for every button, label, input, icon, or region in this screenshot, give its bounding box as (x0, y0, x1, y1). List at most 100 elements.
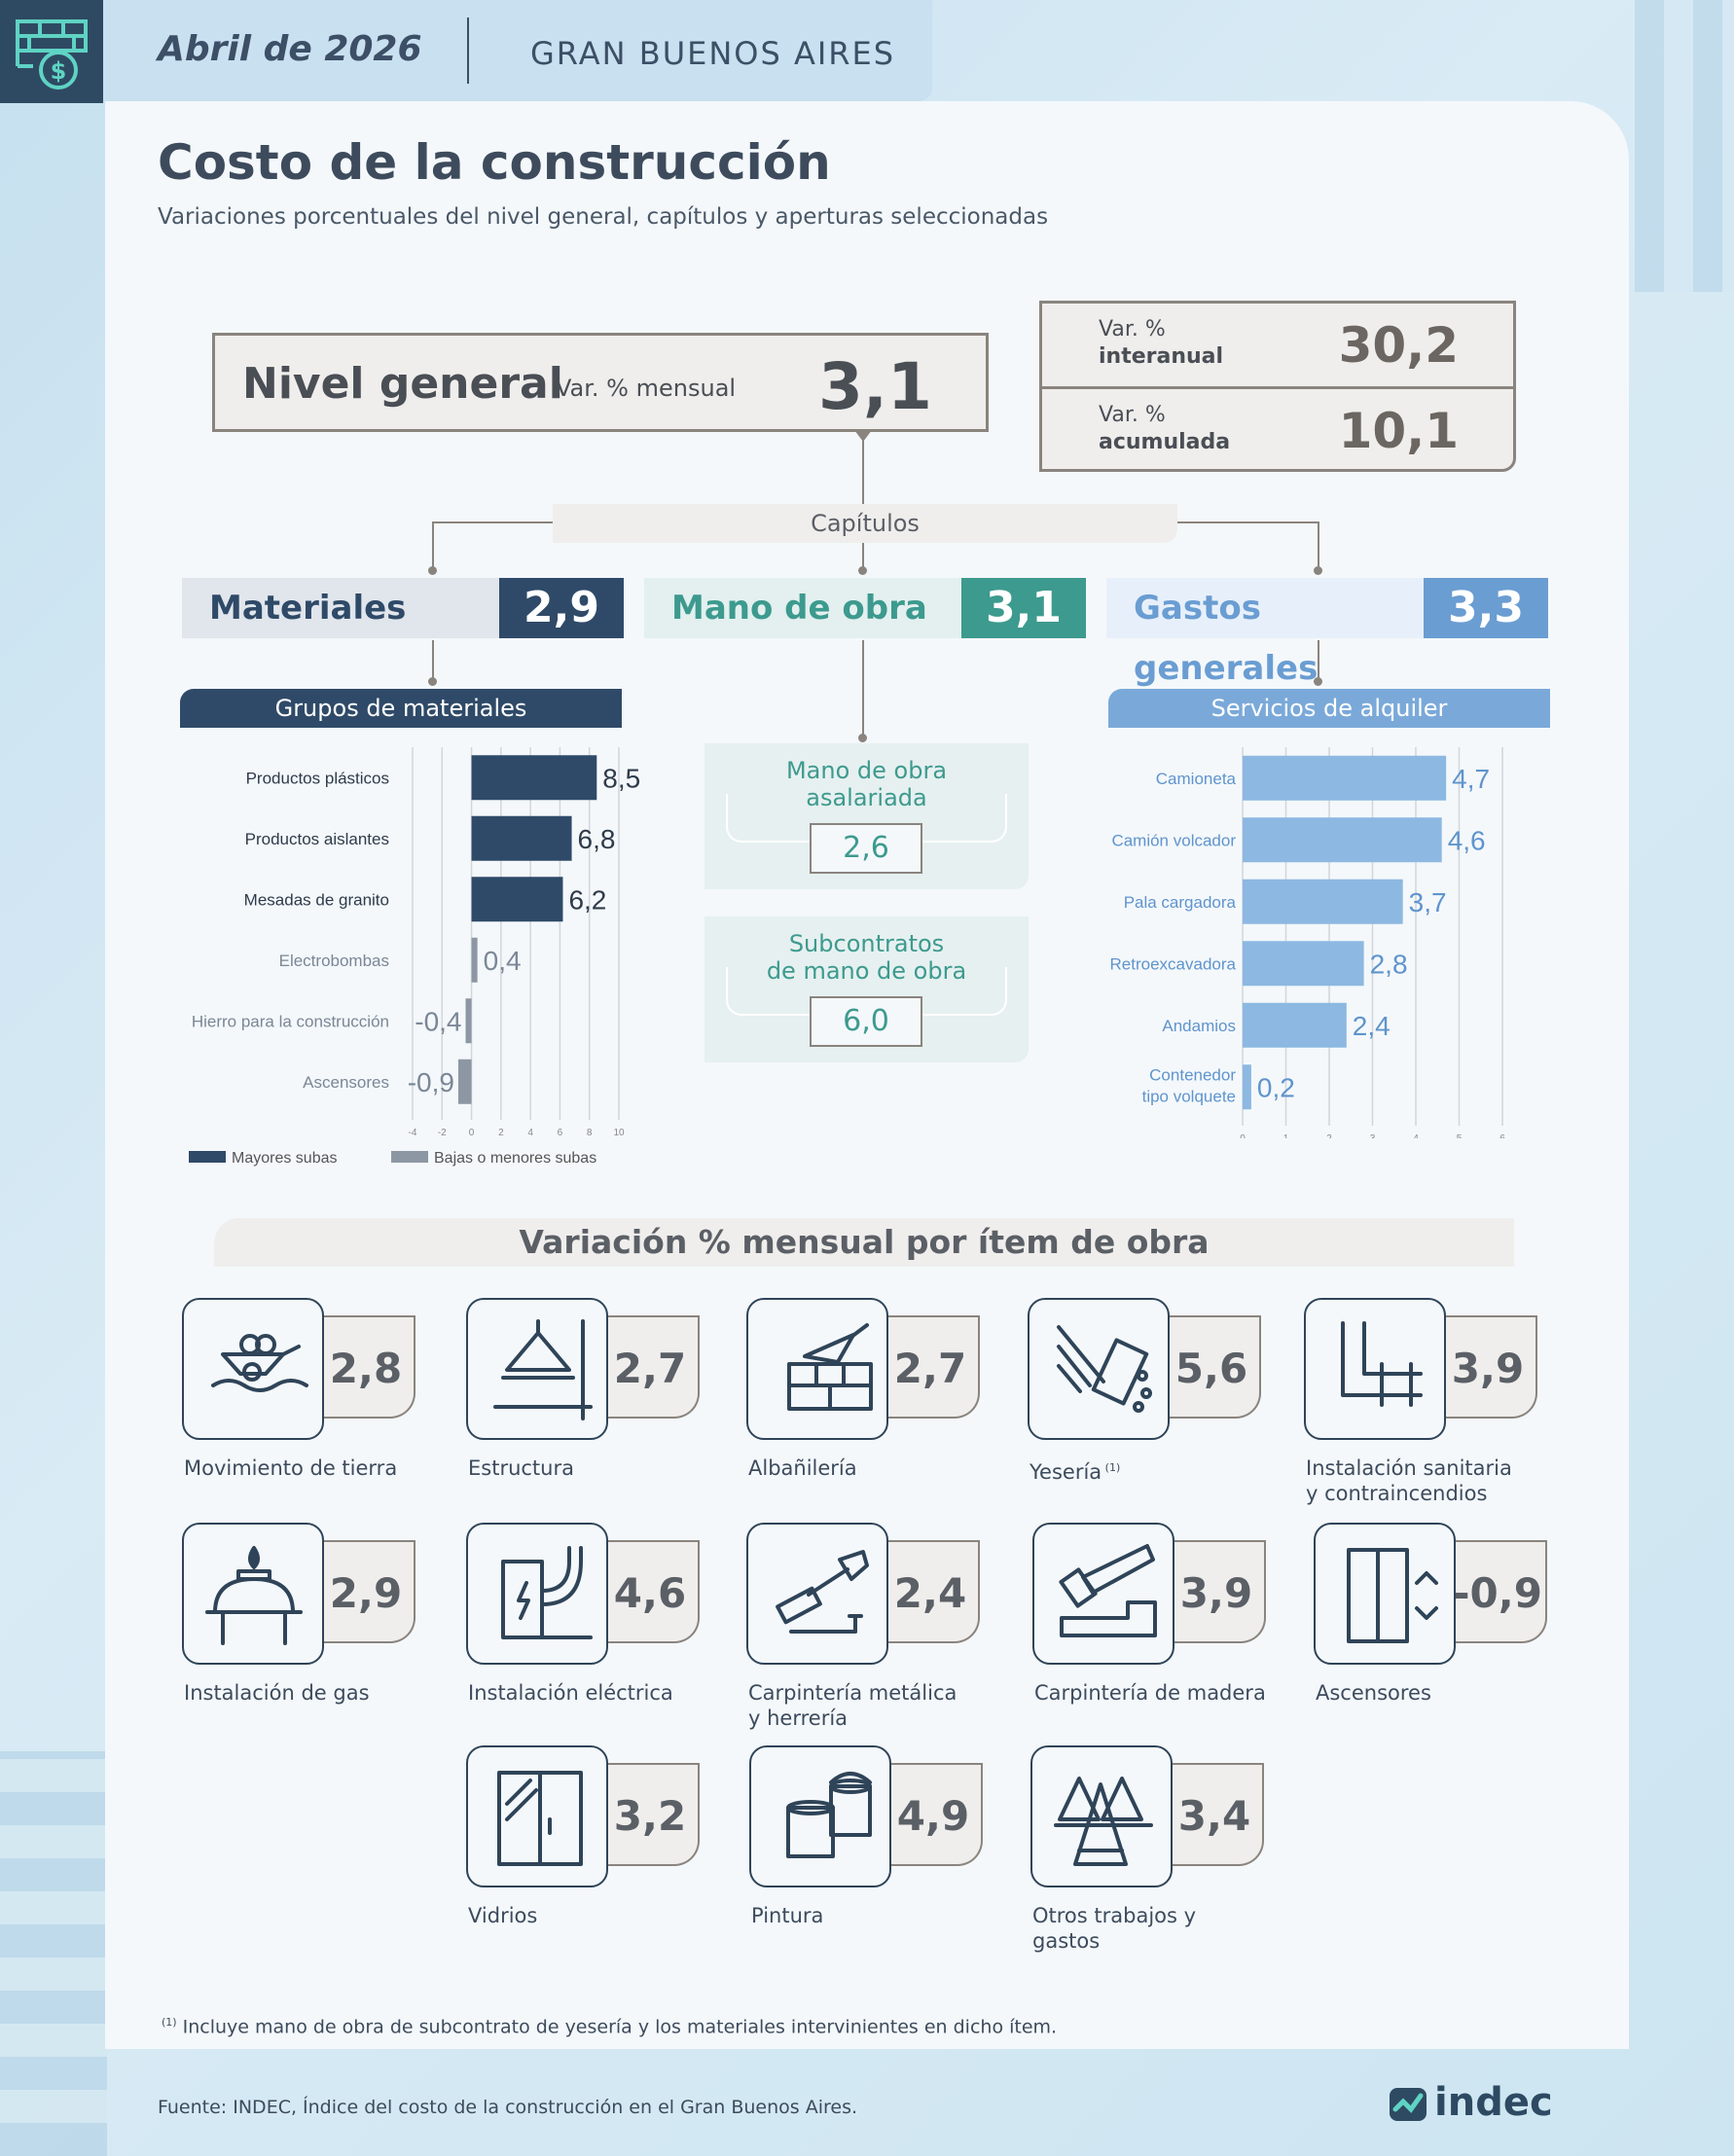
item-tile: 2,9 Instalación de gas (182, 1523, 425, 1705)
mano-obra-asalariada-value: 2,6 (810, 823, 922, 874)
item-label: Movimiento de tierra (184, 1456, 398, 1480)
electric-icon (466, 1523, 608, 1665)
x-tick-label: 6 (1499, 1133, 1505, 1138)
item-value: 2,7 (602, 1315, 700, 1419)
gas-icon (182, 1523, 324, 1665)
category-label: Ascensores (303, 1073, 389, 1092)
x-tick-label: 4 (1413, 1133, 1419, 1138)
item-label: Instalación eléctrica (468, 1681, 673, 1705)
bar (465, 998, 472, 1044)
chapter-value: 2,9 (499, 578, 624, 638)
data-label: 6,2 (568, 884, 606, 915)
connector (1318, 640, 1319, 681)
category-label: Andamios (1162, 1017, 1236, 1035)
connector (1177, 521, 1319, 523)
chapter-gastos-generales: Gastos generales 3,3 (1106, 578, 1548, 688)
materiales-chart: -4 -2 0 2 4 6 8 10 Productos plásticos 8,5 Product… (189, 747, 640, 1167)
data-label: 8,5 (602, 763, 640, 793)
hammer-icon (746, 1523, 888, 1665)
bar (1243, 1002, 1347, 1048)
connector-dot (428, 566, 437, 575)
bar (457, 1059, 472, 1104)
category-label: Mesadas de granito (244, 890, 389, 909)
item-tile: 2,7 Estructura (466, 1298, 709, 1480)
x-tick-label: 2 (1326, 1133, 1332, 1138)
capitulos-label: Capítulos (553, 504, 1177, 543)
x-tick-label: 0 (469, 1128, 475, 1138)
item-value: -0,9 (1450, 1540, 1547, 1643)
data-label: 0,4 (484, 946, 522, 976)
item-tile: 3,9 Instalación sanitaria y contraincendi… (1304, 1298, 1547, 1505)
x-tick-label: 6 (558, 1128, 563, 1138)
item-tile: 3,2 Vidrios (466, 1745, 709, 1927)
chapter-name: Materiales (182, 578, 503, 638)
data-label: 3,7 (1409, 887, 1447, 917)
header-bar (105, 0, 932, 101)
connector (432, 640, 434, 681)
data-label: 6,8 (578, 824, 616, 854)
servicios-alquiler-header: Servicios de alquiler (1108, 689, 1550, 728)
chapter-value: 3,1 (961, 578, 1086, 638)
connector-dot (428, 677, 437, 686)
source-note: Fuente: INDEC, Índice del costo de la co… (158, 2097, 858, 2118)
bar (471, 755, 597, 801)
data-label: 2,8 (1370, 949, 1408, 979)
connector-dot (858, 734, 867, 742)
report-date: Abril de 2026 (158, 29, 422, 69)
item-value: 5,6 (1164, 1315, 1261, 1419)
x-tick-label: 5 (1457, 1133, 1463, 1138)
x-tick-label: 8 (587, 1128, 593, 1138)
plaster-icon (1028, 1298, 1170, 1440)
item-tile: 3,4 Otros trabajos y gastos (1030, 1745, 1274, 1953)
interanual-label-2: interanual (1099, 344, 1224, 369)
x-tick-label: 2 (498, 1128, 504, 1138)
item-value: 2,7 (883, 1315, 980, 1419)
category-label: Electrobombas (279, 952, 389, 970)
bricks-icon (746, 1298, 888, 1440)
bar (1243, 817, 1442, 863)
item-label: Instalación sanitaria y contraincendios (1306, 1456, 1512, 1505)
bar (1243, 1064, 1251, 1110)
x-tick-label: 4 (527, 1128, 533, 1138)
paint-icon (749, 1745, 891, 1887)
bricks-dollar-icon: $ (16, 19, 88, 90)
page-title: Costo de la construcción (158, 134, 831, 191)
x-tick-label: -2 (438, 1128, 447, 1138)
chapter-value: 3,3 (1424, 578, 1548, 638)
item-label: Instalación de gas (184, 1681, 370, 1705)
item-value: 2,9 (318, 1540, 415, 1643)
category-label: Pala cargadora (1124, 893, 1237, 912)
connector (862, 440, 864, 504)
item-tile: 2,8 Movimiento de tierra (182, 1298, 425, 1480)
beam-icon (466, 1298, 608, 1440)
svg-text:$: $ (51, 57, 67, 85)
footnote: (1) Incluye mano de obra de subcontrato … (162, 2016, 1058, 2038)
connector (1318, 521, 1319, 570)
legend-swatch (391, 1151, 428, 1163)
items-section-title: Variación % mensual por ítem de obra (214, 1218, 1514, 1267)
item-value: 3,9 (1440, 1315, 1537, 1419)
chapter-mano-de-obra: Mano de obra 3,1 (644, 578, 1086, 638)
pointer-triangle (854, 430, 872, 442)
item-tile: 5,6 Yesería (1) (1028, 1298, 1271, 1484)
x-tick-label: 0 (1240, 1133, 1246, 1138)
subcontratos-box: Subcontratos de mano de obra 6,0 (704, 916, 1029, 1062)
servicios-chart: 0 1 2 3 4 5 6 Camioneta 4,7 Camión volcador 4,6 Pal… (1110, 747, 1505, 1138)
indec-logo-icon (1390, 2088, 1427, 2121)
item-tile: 3,9 Carpintería de madera (1032, 1523, 1276, 1705)
item-label: Carpintería de madera (1034, 1681, 1266, 1705)
interanual-label-1: Var. % (1099, 317, 1166, 341)
mano-obra-asalariada-title: Mano de obra asalariada (785, 757, 948, 811)
grupos-materiales-header: Grupos de materiales (180, 689, 622, 728)
legend-swatch (189, 1151, 226, 1163)
item-label: Otros trabajos y gastos (1032, 1904, 1197, 1953)
bar (1243, 941, 1364, 987)
pixel-decoration (1635, 0, 1734, 292)
chapter-name: Mano de obra (644, 578, 965, 638)
connector (862, 543, 864, 570)
item-label: Carpintería metálica y herrería (748, 1681, 957, 1730)
elevator-icon (1314, 1523, 1456, 1665)
category-label: Camioneta (1156, 770, 1237, 788)
data-label: -0,9 (408, 1067, 454, 1097)
item-label: Pintura (751, 1904, 824, 1927)
